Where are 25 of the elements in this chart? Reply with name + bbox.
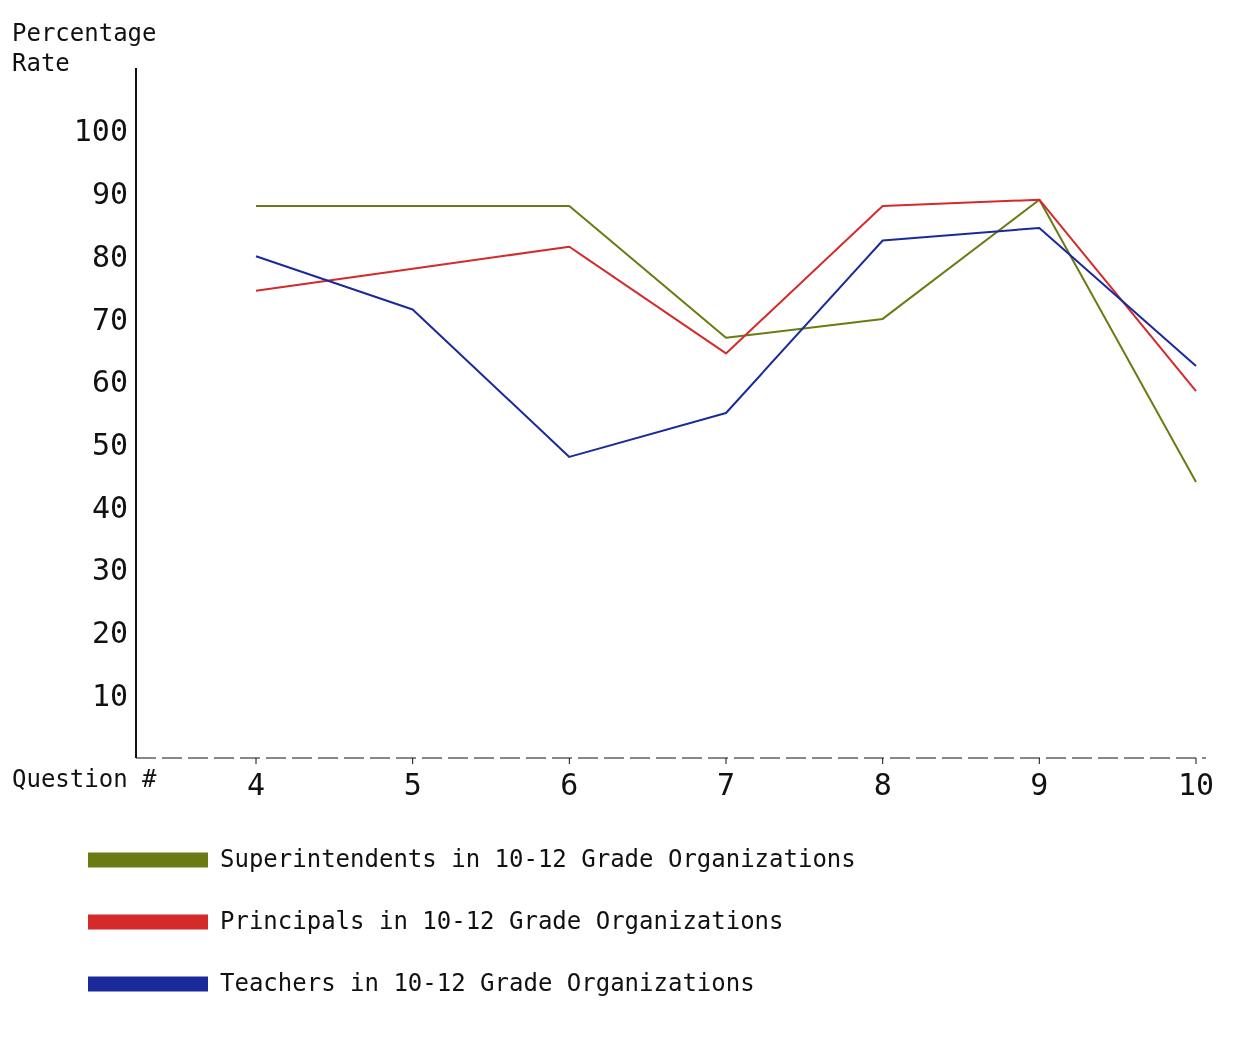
y-tick-label: 40: [91, 489, 128, 525]
y-tick-label: 100: [73, 113, 128, 149]
legend-label: Superintendents in 10-12 Grade Organizations: [220, 845, 856, 873]
x-tick-label: 4: [246, 767, 266, 803]
x-tick-label: 6: [560, 767, 579, 803]
x-tick-label: 9: [1030, 767, 1049, 803]
line-series: [255, 198, 1197, 393]
y-tick-label: 70: [91, 301, 128, 337]
y-tick-label: 80: [91, 238, 128, 274]
legend-label: Teachers in 10-12 Grade Organizations: [220, 969, 755, 997]
y-tick-label: 10: [91, 677, 128, 713]
y-axis-title: Percentage Rate: [12, 18, 158, 78]
x-tick-label: 5: [403, 767, 422, 803]
x-axis-title: Question #: [12, 765, 157, 793]
legend-label: Principals in 10-12 Grade Organizations: [220, 907, 784, 935]
x-tick-label: 7: [716, 767, 736, 803]
line-series: [255, 226, 1197, 458]
line-series: [255, 198, 1197, 483]
y-tick-label: 50: [91, 427, 128, 463]
x-tick-label: 10: [1177, 767, 1215, 803]
y-tick-label: 30: [91, 552, 128, 588]
y-tick-label: 90: [91, 176, 128, 212]
y-tick-label: 20: [91, 615, 128, 651]
y-tick-label: 60: [91, 364, 128, 400]
x-tick-label: 8: [873, 767, 892, 803]
